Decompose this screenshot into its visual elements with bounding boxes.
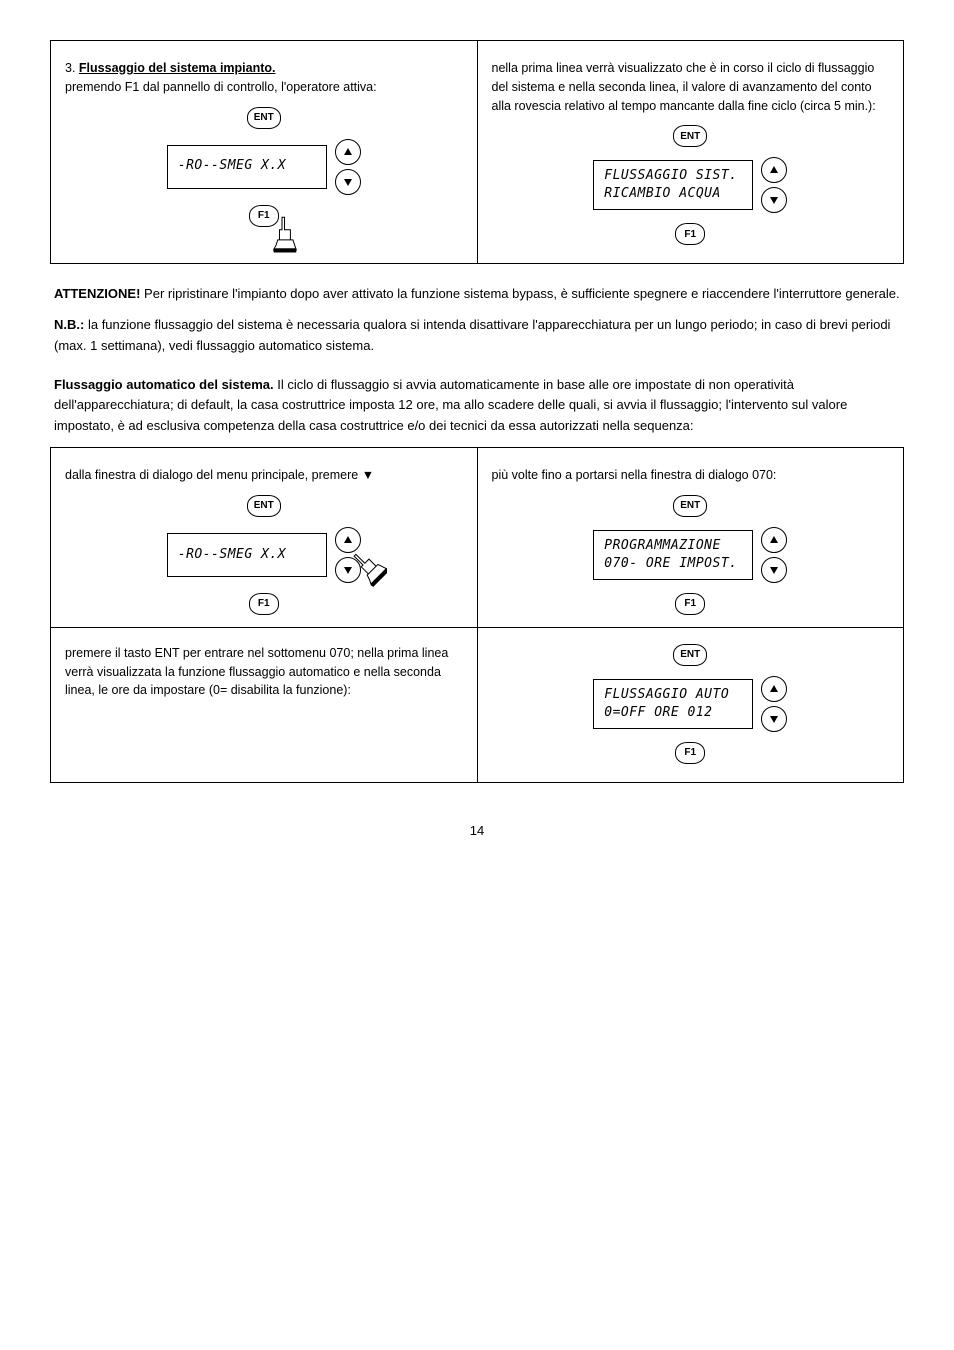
down-arrow-button[interactable]	[761, 557, 787, 583]
f1-button[interactable]: F1	[675, 593, 705, 615]
table1-right-header: nella prima linea verrà visualizzato che…	[492, 59, 890, 115]
pointing-hand-icon	[345, 547, 387, 589]
table1-left-cell: 3. Flussaggio del sistema impianto. prem…	[51, 41, 478, 263]
step-title-underline: Flussaggio del sistema impianto.	[79, 61, 276, 75]
table1-right-cell: nella prima linea verrà visualizzato che…	[478, 41, 904, 263]
lcd-display: FLUSSAGGIO AUTO 0=OFF ORE 012	[593, 679, 753, 729]
control-panel-4: ENT PROGRAMMAZIONE 070- ORE IMPOST.	[492, 495, 890, 615]
nb-label: N.B.:	[54, 317, 84, 332]
lcd-display: -RO--SMEG X.X	[167, 145, 327, 189]
lcd-display: FLUSSAGGIO SIST. RICAMBIO ACQUA	[593, 160, 753, 210]
table2-r1c1-header: dalla finestra di dialogo del menu princ…	[65, 466, 463, 485]
row-divider	[478, 627, 904, 640]
lcd-line-1: PROGRAMMAZIONE	[604, 537, 742, 555]
table1-left-header: 3. Flussaggio del sistema impianto. prem…	[65, 59, 463, 97]
step-instruction: premendo F1 dal pannello di controllo, l…	[65, 80, 377, 94]
down-arrow-button[interactable]	[761, 187, 787, 213]
page-number: 14	[50, 823, 904, 838]
lcd-line-1: FLUSSAGGIO SIST.	[604, 167, 742, 185]
ent-button[interactable]: ENT	[673, 495, 707, 517]
lcd-display: PROGRAMMAZIONE 070- ORE IMPOST.	[593, 530, 753, 580]
up-arrow-button[interactable]	[335, 139, 361, 165]
table2-left-col: dalla finestra di dialogo del menu princ…	[51, 448, 478, 782]
f1-button[interactable]: F1	[675, 742, 705, 764]
up-arrow-button[interactable]	[761, 527, 787, 553]
control-panel-3: ENT -RO--SMEG X.X	[65, 495, 463, 615]
row-divider	[51, 627, 477, 640]
control-panel-5: ENT FLUSSAGGIO AUTO 0=OFF ORE 012	[492, 644, 890, 764]
up-arrow-button[interactable]	[761, 157, 787, 183]
up-arrow-button[interactable]	[761, 676, 787, 702]
control-panel-2: ENT FLUSSAGGIO SIST. RICAMBIO ACQUA	[492, 125, 890, 245]
table-flussaggio-sistema: 3. Flussaggio del sistema impianto. prem…	[50, 40, 904, 264]
attention-label: ATTENZIONE!	[54, 286, 140, 301]
ent-button[interactable]: ENT	[247, 495, 281, 517]
table2-r2c1-text: premere il tasto ENT per entrare nel sot…	[65, 644, 463, 700]
ent-button[interactable]: ENT	[247, 107, 281, 129]
lcd-line-2: RICAMBIO ACQUA	[604, 185, 742, 203]
step-number: 3.	[65, 61, 75, 75]
lcd-line-1: -RO--SMEG X.X	[178, 546, 316, 564]
ent-button[interactable]: ENT	[673, 125, 707, 147]
auto-flush-intro: Flussaggio automatico del sistema. Il ci…	[54, 375, 900, 437]
attention-text: Per ripristinare l'impianto dopo aver at…	[144, 286, 900, 301]
ent-button[interactable]: ENT	[673, 644, 707, 666]
table2-r1c2-header: più volte fino a portarsi nella finestra…	[492, 466, 890, 485]
attention-note-block: ATTENZIONE! Per ripristinare l'impianto …	[54, 284, 900, 356]
down-arrow-button[interactable]	[335, 169, 361, 195]
auto-flush-title: Flussaggio automatico del sistema.	[54, 377, 274, 392]
f1-button[interactable]: F1	[249, 593, 279, 615]
table2-right-col: più volte fino a portarsi nella finestra…	[478, 448, 904, 782]
lcd-line-1: -RO--SMEG X.X	[178, 157, 316, 175]
lcd-line-2: 0=OFF ORE 012	[604, 704, 742, 722]
lcd-display: -RO--SMEG X.X	[167, 533, 327, 577]
nb-text: la funzione flussaggio del sistema è nec…	[54, 317, 890, 353]
lcd-line-2: 070- ORE IMPOST.	[604, 555, 742, 573]
f1-button[interactable]: F1	[675, 223, 705, 245]
pointing-hand-icon	[261, 213, 303, 255]
control-panel-1: ENT -RO--SMEG X.X F1	[65, 107, 463, 227]
lcd-line-1: FLUSSAGGIO AUTO	[604, 686, 742, 704]
down-arrow-button[interactable]	[761, 706, 787, 732]
table-programmazione: dalla finestra di dialogo del menu princ…	[50, 447, 904, 783]
